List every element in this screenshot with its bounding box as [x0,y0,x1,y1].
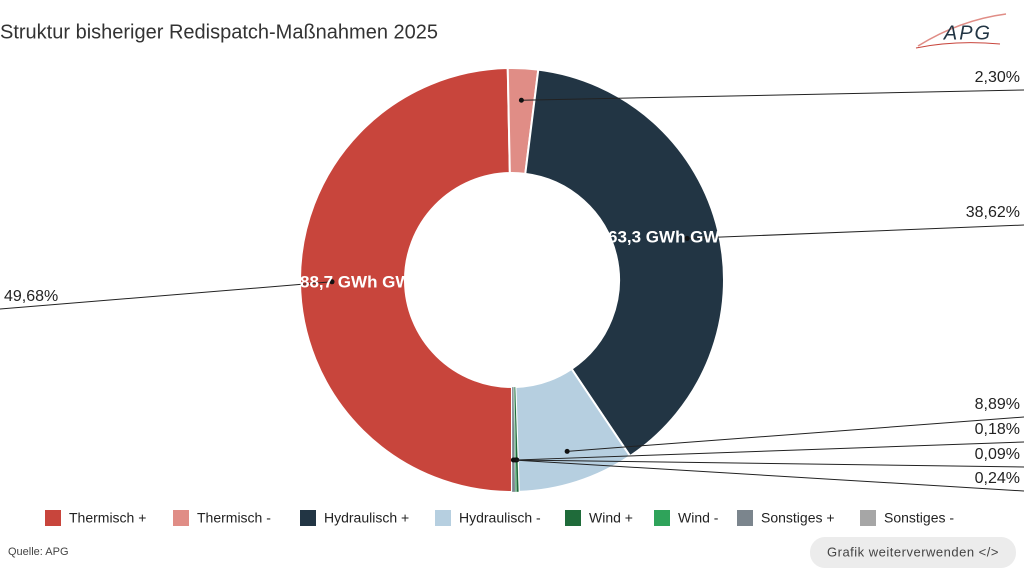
legend-swatch [654,510,670,526]
leader-dot [518,97,524,103]
logo: APG [943,22,992,44]
reuse-button[interactable] [810,537,1016,568]
leader-line [687,224,1024,239]
leader-line [567,416,1024,452]
leader-dot [510,457,516,463]
leader-line [0,281,333,310]
slice [524,68,725,458]
leader-dot [329,279,335,285]
logo-swoosh [917,13,1007,47]
value-label: 2,30% [975,69,1020,86]
leader-line [513,459,1024,492]
legend-label: Sonstiges - [884,510,954,526]
source: Quelle: APG [8,546,69,558]
chart-title: Struktur bisheriger Redispatch-Maßnahmen… [0,21,438,43]
legend-swatch [435,510,451,526]
leader-line [516,441,1024,461]
value-label: 0,09% [975,446,1020,463]
value-label: 0,24% [975,470,1020,487]
legend-label: Thermisch - [197,510,271,526]
slice-annotation: 88,7 GWh GW [300,272,412,291]
legend-label: Hydraulisch - [459,510,541,526]
logo-swoosh [915,42,1001,49]
reuse-button-label[interactable]: Grafik weiterverwenden </> [827,544,999,559]
legend-label: Hydraulisch + [324,510,409,526]
value-label: 49,68% [4,288,58,305]
slice [299,67,513,494]
legend-swatch [565,510,581,526]
legend-label: Wind - [678,510,719,526]
slice-annotation: 63,3 GWh GW [608,227,720,246]
value-label: 0,18% [975,421,1020,438]
value-label: 8,89% [975,396,1020,413]
leader-line [515,459,1024,468]
pie: 49,68% 2,30% 38,62% 8,89% 0,18% 0,09% 0,24% 88,… [0,67,1024,494]
legend-swatch [45,510,61,526]
value-label: 38,62% [966,204,1020,221]
legend-swatch [860,510,876,526]
leader-dot [564,448,570,454]
leader-dot [684,235,690,241]
legend-swatch [300,510,316,526]
legend-swatch [737,510,753,526]
legend-swatch [173,510,189,526]
legend-label: Sonstiges + [761,510,835,526]
slice [511,386,516,493]
legend-label: Wind + [589,510,633,526]
legend-label: Thermisch + [69,510,146,526]
leader-line [521,89,1024,101]
